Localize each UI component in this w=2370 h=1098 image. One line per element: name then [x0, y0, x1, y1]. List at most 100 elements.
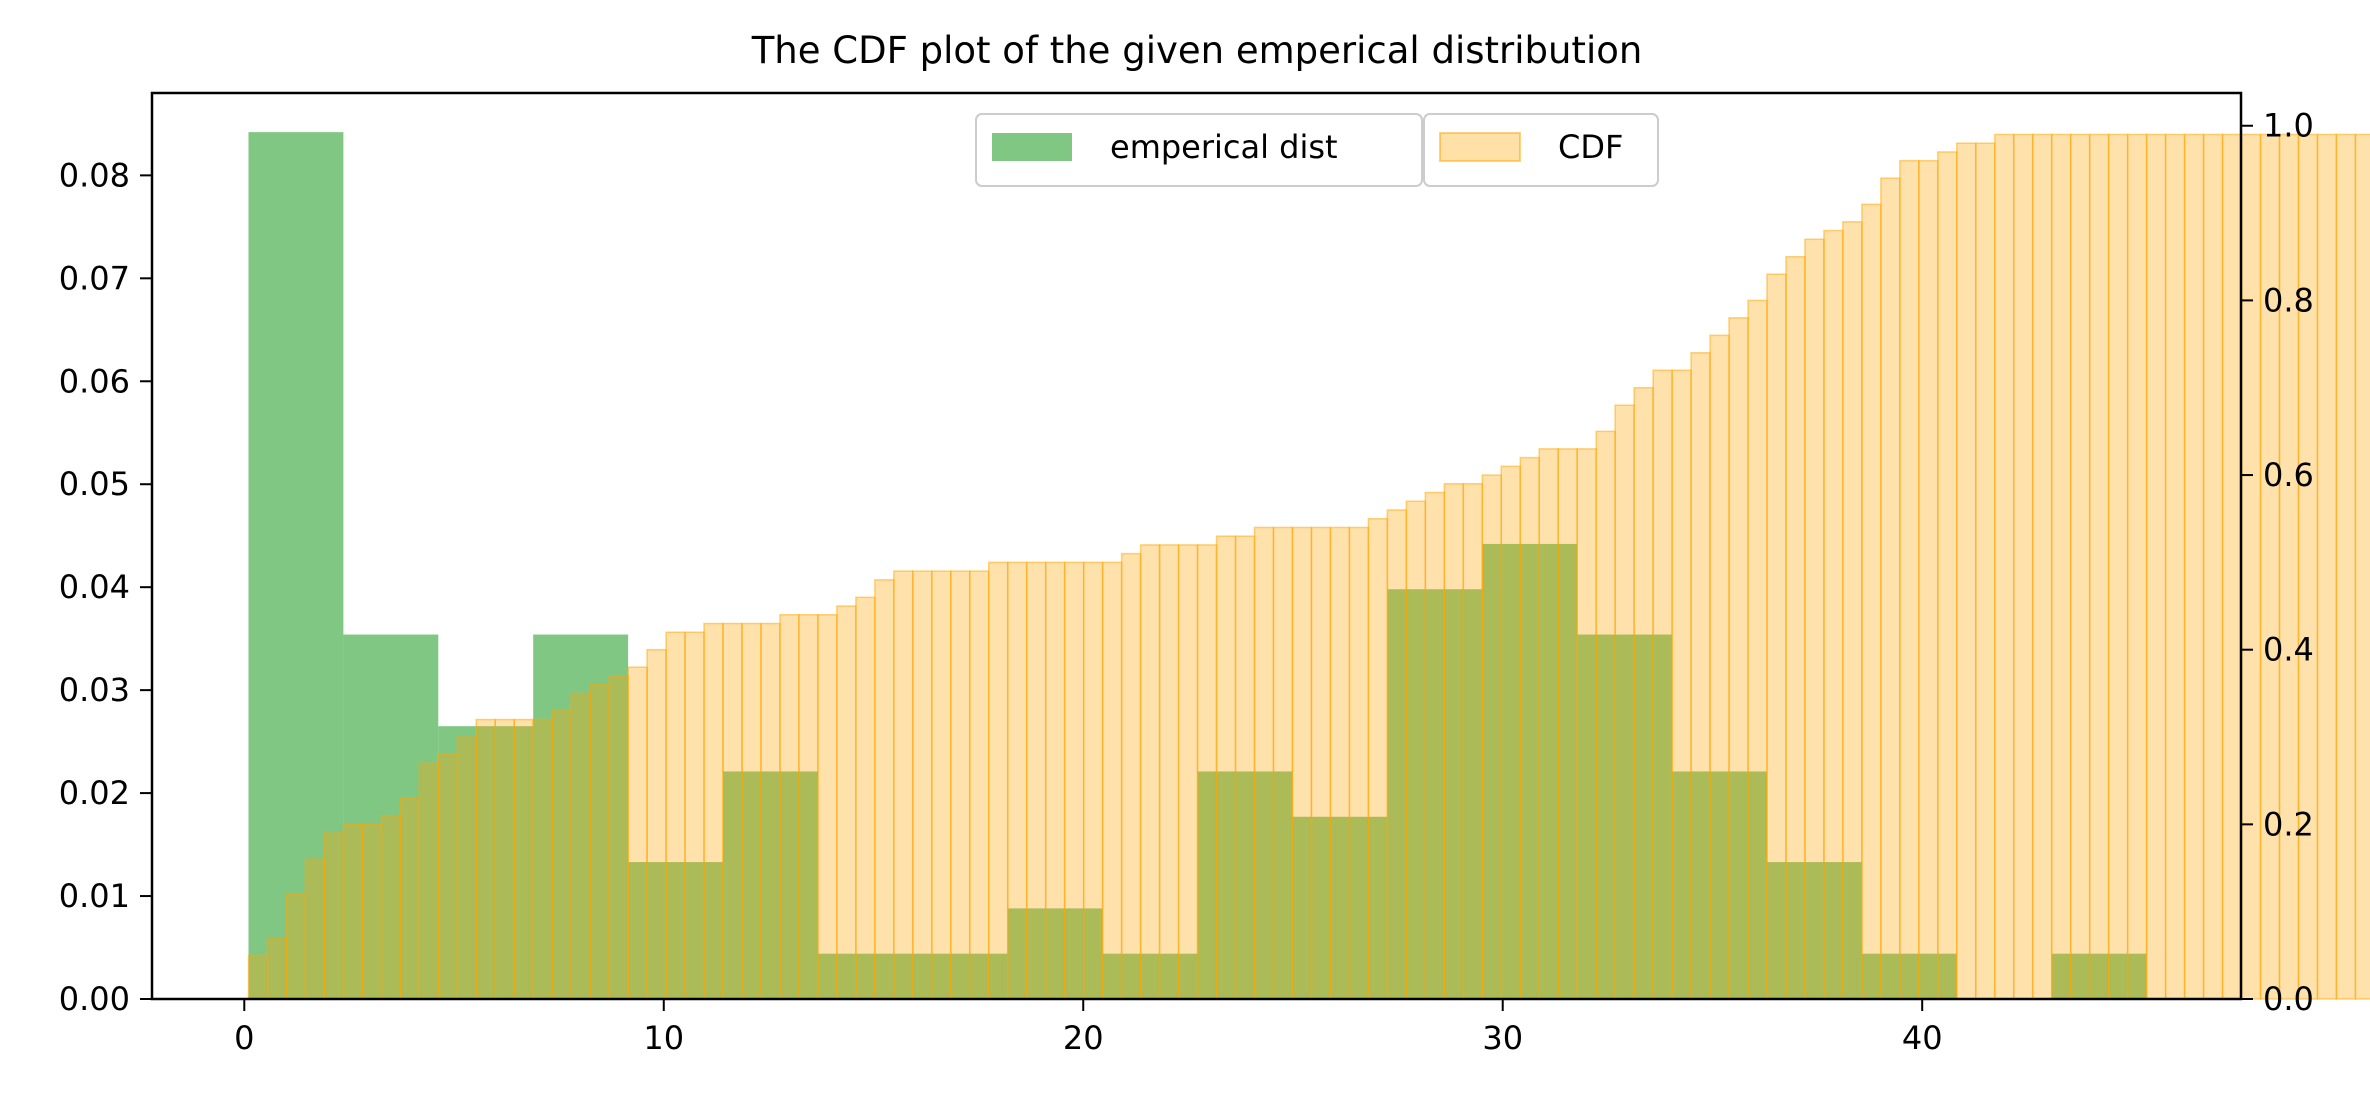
cdf-bar	[1348, 526, 1370, 1000]
cdf-bar	[399, 797, 421, 1000]
cdf-bar	[874, 579, 895, 1000]
y-tick-left-label: 0.08	[59, 156, 130, 194]
cdf-bar	[2164, 133, 2186, 1000]
cdf-bar	[1728, 317, 1749, 1000]
cdf-bar	[2069, 133, 2091, 1000]
cdf-bar	[1424, 491, 1446, 1000]
legend-label: CDF	[1558, 128, 1623, 166]
cdf-bar	[1063, 561, 1085, 1000]
legend-label: emperical dist	[1110, 128, 1338, 166]
cdf-bar	[1044, 561, 1066, 1000]
cdf-bar	[2183, 133, 2205, 1000]
cdf-bar	[247, 954, 269, 1000]
cdf-bar	[969, 570, 990, 1000]
cdf-bar	[342, 823, 364, 1000]
cdf-bar	[2088, 133, 2110, 1000]
cdf-bar	[513, 718, 534, 1000]
cdf-bar	[266, 937, 288, 1000]
cdf-bar	[475, 718, 496, 1000]
cdf-bar	[608, 675, 629, 1000]
cdf-bar	[1310, 526, 1332, 1000]
cdf-bar	[551, 710, 572, 1000]
cdf-bar	[1443, 483, 1465, 1000]
cdf-bar	[1690, 352, 1711, 1000]
cdf-bar	[1899, 159, 1920, 1000]
cdf-bar	[1709, 334, 1730, 1000]
y-tick-right-label: 0.6	[2263, 456, 2314, 494]
cdf-bar	[1329, 526, 1351, 1000]
cdf-bar	[1462, 483, 1484, 1000]
cdf-bar	[1519, 456, 1540, 1000]
cdf-bar	[1671, 369, 1692, 1000]
cdf-bar	[1196, 544, 1218, 1000]
cdf-bar	[2202, 133, 2224, 1000]
cdf-bar	[1386, 509, 1408, 1000]
cdf-bar	[361, 823, 383, 1000]
x-tick-label: 40	[1902, 1019, 1943, 1057]
y-axis-right: 0.0 0.2 0.4 0.6 0.8 1.0	[2241, 107, 2314, 1018]
cdf-bar	[1006, 561, 1028, 1000]
y-tick-right-label: 0.0	[2263, 980, 2314, 1018]
cdf-bar	[418, 762, 440, 1000]
cdf-bar	[1139, 544, 1161, 1000]
cdf-bar	[646, 648, 667, 1000]
emperical-dist-bar	[628, 862, 724, 999]
cdf-bar	[1747, 299, 1768, 1000]
cdf-bar	[912, 570, 933, 1000]
cdf-bar	[893, 570, 914, 1000]
x-tick-label: 10	[643, 1019, 684, 1057]
y-tick-left-label: 0.07	[59, 259, 130, 297]
emperical-dist-bar	[1102, 953, 1198, 999]
cdf-bar	[1367, 517, 1389, 1000]
cdf-bar	[1766, 273, 1787, 1000]
y-tick-right-label: 1.0	[2263, 107, 2314, 145]
cdf-bar	[1177, 544, 1199, 1000]
x-tick-label: 20	[1063, 1019, 1104, 1057]
cdf-bar	[2050, 133, 2072, 1000]
cdf-bar	[1785, 255, 1806, 1000]
cdf-bar	[1614, 404, 1635, 1000]
y-tick-left-label: 0.05	[59, 465, 130, 503]
emperical-dist-bar	[2051, 953, 2147, 999]
cdf-bar	[2126, 133, 2148, 1000]
cdf-bar	[798, 614, 819, 1000]
emperical-dist-bar	[1577, 634, 1673, 999]
cdf-bar	[1481, 474, 1503, 1000]
x-axis: 0 10 20 30 40	[234, 999, 1943, 1057]
cdf-bar	[1937, 151, 1958, 1000]
cdf-bar	[1823, 229, 1844, 1000]
cdf-bar	[437, 753, 459, 1000]
emperical-dist-bar	[1861, 953, 1957, 999]
y-tick-left-label: 0.03	[59, 671, 130, 709]
emperical-dist-bars	[248, 132, 2147, 999]
emperical-dist-bar	[343, 634, 439, 999]
y-tick-right-label: 0.8	[2263, 281, 2314, 319]
y-tick-left-label: 0.02	[59, 774, 130, 812]
cdf-bar	[1994, 133, 2015, 1000]
cdf-bar	[684, 631, 705, 1000]
emperical-dist-bar	[1672, 771, 1767, 999]
legend-item-cdf: CDF	[1423, 113, 1659, 187]
cdf-bar	[1956, 142, 1977, 1000]
cdf-bar	[323, 832, 345, 1000]
emperical-dist-bar	[1292, 816, 1388, 999]
x-tick-label: 0	[234, 1019, 254, 1057]
y-tick-left-label: 0.00	[59, 980, 130, 1018]
cdf-bar	[494, 718, 515, 1000]
legend-swatch	[992, 133, 1072, 161]
cdf-bar	[1975, 142, 1996, 1000]
cdf-bar	[741, 622, 762, 1000]
cdf-bar	[2297, 133, 2319, 1000]
emperical-dist-bar	[1482, 543, 1578, 999]
cdf-bar	[1918, 159, 1939, 1000]
cdf-bar	[2221, 133, 2243, 1000]
emperical-dist-bar	[533, 634, 629, 999]
cdf-bar	[2031, 133, 2053, 1000]
cdf-bar	[627, 666, 648, 1000]
cdf-bar	[760, 622, 781, 1000]
cdf-bar	[570, 692, 591, 1000]
cdf-bar	[1291, 526, 1313, 1000]
cdf-bar	[1025, 561, 1047, 1000]
emperical-dist-bar	[1387, 589, 1483, 999]
